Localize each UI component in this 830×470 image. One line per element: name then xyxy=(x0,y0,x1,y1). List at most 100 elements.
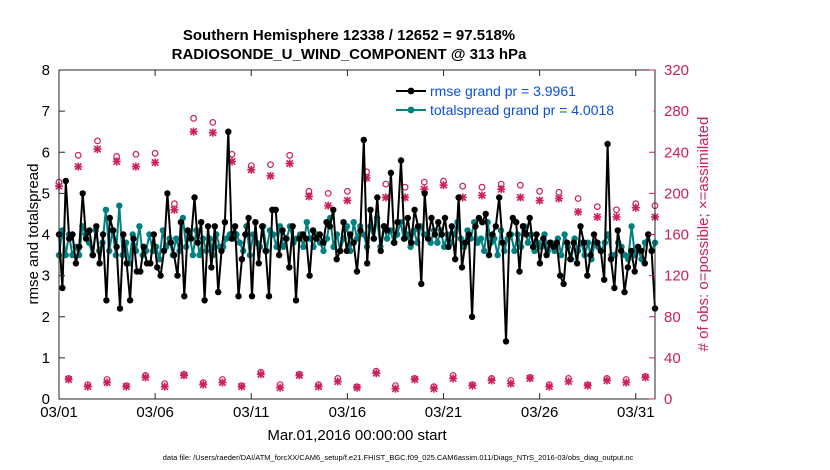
rmse-point xyxy=(303,235,310,242)
rmse-point xyxy=(621,288,628,296)
obs-00z-assimilated-marker xyxy=(631,203,640,212)
obs-00z-assimilated-marker xyxy=(554,194,563,203)
y-right-tick-label: 0 xyxy=(664,391,672,408)
obs-12z-assimilated-marker xyxy=(199,380,208,389)
spread-point xyxy=(189,251,197,259)
obs-12z-assimilated-marker xyxy=(237,382,246,391)
obs-00z-possible-marker xyxy=(74,151,82,159)
rmse-point xyxy=(489,231,496,238)
rmse-point xyxy=(364,260,371,267)
obs-12z-assimilated-marker xyxy=(391,384,400,393)
rmse-point xyxy=(628,247,635,255)
obs-00z-possible-marker xyxy=(420,178,428,186)
obs-00z-assimilated-marker xyxy=(93,145,102,154)
obs-00z-assimilated-marker xyxy=(112,157,121,166)
rmse-point xyxy=(567,256,574,263)
obs-00z-assimilated-marker xyxy=(247,165,256,174)
spread-point xyxy=(156,256,163,263)
rmse-point xyxy=(245,214,252,222)
obs-12z-assimilated-marker xyxy=(506,379,515,388)
rmse-point xyxy=(272,206,279,213)
spread-point xyxy=(323,235,331,242)
spread-point xyxy=(561,231,568,238)
rmse-point xyxy=(248,293,256,300)
rmse-point xyxy=(401,235,408,242)
rmse-point xyxy=(594,239,601,246)
obs-00z-assimilated-marker xyxy=(170,205,179,214)
obs-12z-assimilated-marker xyxy=(449,374,458,383)
obs-12z-assimilated-marker xyxy=(295,371,304,380)
rmse-point xyxy=(130,235,137,242)
rmse-point xyxy=(617,247,625,255)
obs-00z-assimilated-marker xyxy=(477,191,486,200)
rmse-point xyxy=(319,239,327,246)
y-axis-right-label: # of obs: o=possible; ×=assimilated xyxy=(695,117,712,352)
rmse-point xyxy=(204,223,212,230)
obs-00z-assimilated-marker xyxy=(612,212,621,221)
rmse-point xyxy=(391,239,398,246)
obs-12z-assimilated-marker xyxy=(276,383,285,392)
obs-00z-possible-marker xyxy=(267,161,274,169)
y-left-tick-label: 8 xyxy=(42,62,50,79)
rmse-point xyxy=(506,231,513,238)
rmse-point xyxy=(211,223,218,230)
rmse-point xyxy=(553,239,560,246)
spread-point xyxy=(102,206,110,213)
rmse-point xyxy=(343,247,350,255)
rmse-point xyxy=(126,297,134,304)
x-axis-label: Mar.01,2016 00:00:00 start xyxy=(267,427,447,444)
rmse-point xyxy=(577,223,584,230)
y-left-tick-label: 2 xyxy=(42,309,50,326)
rmse-point xyxy=(641,260,648,267)
footnote: data file: /Users/raeder/DAI/ATM_forcXX/… xyxy=(163,453,634,462)
y-axis-left-label: rmse and totalspread xyxy=(25,164,42,305)
rmse-point xyxy=(289,223,296,230)
rmse-point xyxy=(347,231,354,238)
spread-point xyxy=(477,235,485,242)
obs-12z-assimilated-marker xyxy=(218,378,227,387)
rmse-point xyxy=(584,272,591,279)
obs-12z-assimilated-marker xyxy=(641,373,650,382)
rmse-point xyxy=(448,223,455,230)
rmse-point xyxy=(252,219,259,226)
rmse-point xyxy=(529,243,537,250)
y-right-tick-label: 280 xyxy=(664,103,689,120)
rmse-point xyxy=(157,272,164,279)
rmse-point xyxy=(614,227,621,234)
rmse-point xyxy=(316,231,323,238)
legend-box xyxy=(390,78,654,122)
rmse-point xyxy=(357,227,364,234)
rmse-point xyxy=(499,239,506,246)
spread-point xyxy=(383,235,391,242)
obs-12z-assimilated-marker xyxy=(468,381,477,390)
rmse-point xyxy=(560,280,567,288)
rmse-point xyxy=(587,251,594,259)
rmse-point xyxy=(93,223,100,230)
obs-00z-possible-marker xyxy=(382,180,390,188)
rmse-point xyxy=(187,235,195,242)
rmse-point xyxy=(472,223,479,230)
rmse-point xyxy=(496,194,503,201)
rmse-point xyxy=(282,235,290,242)
rmse-point xyxy=(394,219,401,226)
x-tick-label: 03/06 xyxy=(136,404,174,421)
x-tick-label: 03/21 xyxy=(425,404,463,421)
rmse-point xyxy=(604,140,611,148)
rmse-point xyxy=(424,235,432,242)
obs-00z-possible-marker xyxy=(459,182,467,190)
rmse-point xyxy=(452,256,459,263)
rmse-point xyxy=(462,239,469,246)
rmse-point xyxy=(428,214,435,222)
rmse-point xyxy=(137,268,144,275)
obs-00z-assimilated-marker xyxy=(497,185,506,194)
rmse-point xyxy=(563,239,571,246)
rmse-point xyxy=(164,190,171,197)
obs-00z-assimilated-marker xyxy=(151,158,160,167)
rmse-point xyxy=(76,243,83,250)
obs-12z-assimilated-marker xyxy=(64,375,73,384)
obs-00z-possible-marker xyxy=(536,187,543,195)
obs-12z-assimilated-marker xyxy=(564,377,573,386)
rmse-point xyxy=(191,194,198,201)
y-left-tick-label: 5 xyxy=(42,185,50,202)
rmse-point xyxy=(377,247,384,255)
